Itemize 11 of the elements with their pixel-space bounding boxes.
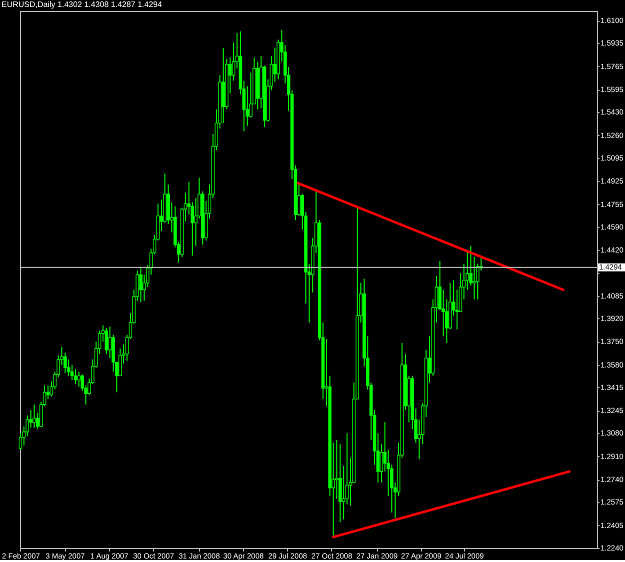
candlestick <box>338 444 342 523</box>
chart-title: EURUSD,Daily 1.4302 1.4308 1.4287 1.4294 <box>2 0 163 9</box>
candlestick <box>29 409 32 428</box>
candlestick <box>104 328 108 354</box>
candlestick <box>139 266 142 303</box>
candlestick <box>108 326 112 359</box>
candlestick <box>74 368 78 385</box>
candlestick <box>32 404 36 428</box>
candlestick <box>472 256 476 300</box>
candlestick <box>118 348 122 376</box>
candlestick <box>77 371 81 388</box>
